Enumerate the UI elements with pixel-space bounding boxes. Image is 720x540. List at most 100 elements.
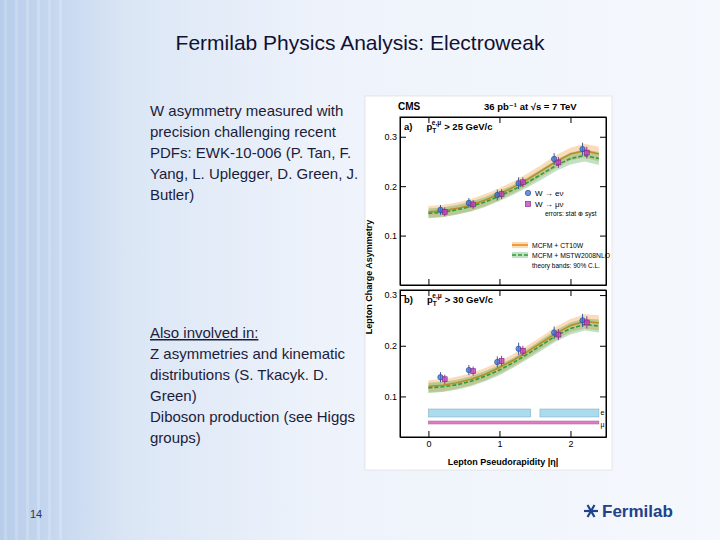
logo: Fermilab [584,502,673,521]
tick-mark [400,346,406,347]
tick [600,236,606,237]
decoration [48,0,51,540]
x-axis-title: Lepton Pseudorapidity |η| [448,457,559,467]
legend-swatch [512,242,528,248]
axis: 0.1 0.2 0.3 [384,290,406,437]
theory-band [428,318,598,393]
legend-label: W → μν [535,200,564,209]
body-text: Z asymmetries and kinematic [150,345,346,362]
legend-entry: W → eν [525,189,563,198]
decoration [4,0,7,540]
legend-entry: W → μν [526,200,564,209]
plot-area [428,143,598,219]
legend-swatch [526,202,531,207]
tick: 0.2 [384,182,406,192]
axis: 0 1 2 [401,431,607,449]
annotation: theory bands: 90% C.L. [532,262,600,270]
tick: 0.3 [384,290,406,300]
panel-label-part: e,μ [432,119,441,127]
tick-mark [499,117,500,123]
tick [570,117,571,123]
data-point [471,202,476,207]
panel-label-part: a) [404,121,412,132]
y-axis-title: Lepton Charge Asymmetry [364,220,374,335]
body-heading: Also involved in: [150,324,258,341]
logo-icon [588,505,595,517]
slide: Fermilab Physics Analysis: ElectroweakW … [0,0,720,540]
tick-mark [600,295,606,296]
legend-entry: MCFM + CT10W [512,242,584,249]
tick [499,290,500,296]
legend-label: MCFM + CT10W [532,242,584,249]
legend-label: MCFM + MSTW2008NLO [532,252,610,259]
tick-mark [400,137,406,138]
body-text: W asymmetry measured with [150,102,343,119]
tick: 0.1 [384,392,406,402]
tick: 0.1 [384,231,406,241]
decoration [15,0,18,540]
tick: 0.3 [384,132,406,142]
tick-mark [570,431,571,437]
tick [600,346,606,347]
legend-entry: MCFM + MSTW2008NLO [512,252,610,259]
body-text: Yang, L. Uplegger, D. Green, J. [150,165,358,182]
tick-mark [570,117,571,123]
theory-band [428,144,598,218]
luminosity-label: 36 pb⁻¹ at √s = 7 TeV [484,101,577,112]
axis: 0.1 0.2 0.3 [384,118,406,286]
tick-mark [400,186,406,187]
theory-line [428,324,598,387]
tick-label: 0.1 [384,392,397,402]
tick-mark [400,236,406,237]
body-text: groups) [150,429,201,446]
panel-label-part: > 30 GeV/c [445,294,493,305]
tick-mark [600,346,606,347]
data-point [442,377,447,382]
decoration [26,0,29,540]
tick-mark [600,186,606,187]
tick-mark [400,396,406,397]
plot-frame [400,117,606,285]
experiment-label: CMS [398,101,421,112]
tick-label: 2 [568,439,573,449]
tick-label: 0.1 [384,231,397,241]
data-point [442,209,447,214]
tick-mark [428,431,429,437]
data-point [520,348,525,353]
panel-label: a)pTe,μ> 25 GeV/c [404,119,493,134]
plot-area [428,314,598,424]
logo-icon [588,505,595,517]
panel-label-part: T [433,300,437,307]
annotation: errors: stat ⊕ syst [545,210,597,218]
tick [499,117,500,123]
data-point [556,160,561,165]
body-text: PDFs: EWK-10-006 (P. Tan, F. [150,144,351,161]
tick [499,279,500,285]
data-point [520,180,525,185]
panel-label-part: e,μ [432,292,441,300]
eta-band [428,421,598,424]
legend-swatch [525,190,530,195]
tick [428,279,429,285]
tick: 1 [497,431,502,449]
tick-mark [570,279,571,285]
tick: 0 [426,431,431,449]
tick: 0.2 [384,341,406,351]
panel-label-part: b) [404,294,413,305]
tick-mark [499,290,500,296]
legend-swatch [512,254,528,256]
tick: 2 [568,431,573,449]
background [0,0,720,540]
page-number: 14 [30,508,42,520]
logo-text: Fermilab [602,502,673,521]
theory-band [428,314,598,392]
band-label: e [600,409,604,416]
tick-label: 1 [497,439,502,449]
band-label: μ [600,421,604,429]
tick-label: 0.3 [384,132,397,142]
eta-band [540,409,599,417]
tick [600,295,606,296]
panel-label-part: T [432,127,436,134]
data-point [499,359,504,364]
data-point [556,332,561,337]
